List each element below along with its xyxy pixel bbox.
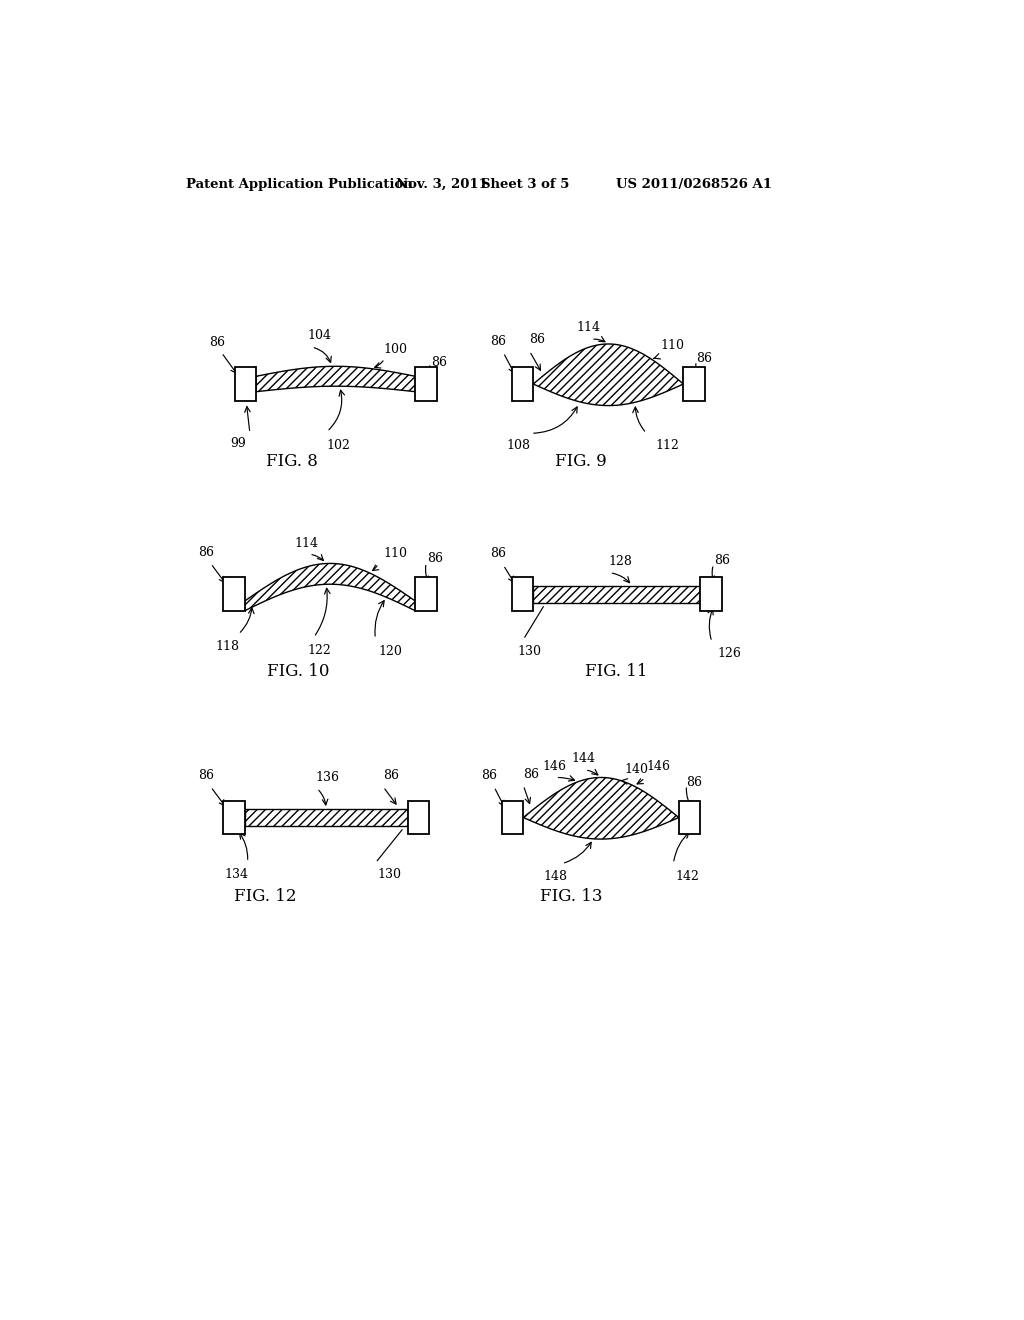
Bar xyxy=(234,367,256,401)
Bar xyxy=(416,577,437,611)
Text: 144: 144 xyxy=(571,752,595,766)
Text: 86: 86 xyxy=(490,548,507,561)
Polygon shape xyxy=(534,586,700,603)
Text: 86: 86 xyxy=(198,770,214,781)
Text: 120: 120 xyxy=(379,645,402,659)
Text: Patent Application Publication: Patent Application Publication xyxy=(186,178,413,190)
Text: 86: 86 xyxy=(523,767,540,780)
Text: 110: 110 xyxy=(660,339,684,352)
Bar xyxy=(223,577,245,611)
Bar xyxy=(683,367,705,401)
Text: 126: 126 xyxy=(717,647,741,660)
Text: 102: 102 xyxy=(327,438,351,451)
Polygon shape xyxy=(245,564,416,611)
Text: 86: 86 xyxy=(209,335,225,348)
Text: Sheet 3 of 5: Sheet 3 of 5 xyxy=(481,178,569,190)
Text: FIG. 11: FIG. 11 xyxy=(585,663,647,680)
Text: 86: 86 xyxy=(696,352,713,366)
Text: 114: 114 xyxy=(294,536,318,549)
Text: 146: 146 xyxy=(646,760,671,774)
Polygon shape xyxy=(245,809,408,826)
Polygon shape xyxy=(256,367,416,392)
Bar xyxy=(512,367,534,401)
Text: 118: 118 xyxy=(216,640,240,652)
Bar xyxy=(700,577,722,611)
Text: 114: 114 xyxy=(577,321,601,334)
Bar xyxy=(679,800,700,834)
Polygon shape xyxy=(534,345,683,405)
Text: Nov. 3, 2011: Nov. 3, 2011 xyxy=(396,178,488,190)
Text: 86: 86 xyxy=(714,554,730,566)
Text: 130: 130 xyxy=(377,869,401,882)
Text: US 2011/0268526 A1: US 2011/0268526 A1 xyxy=(615,178,772,190)
Text: 122: 122 xyxy=(307,644,332,656)
Bar xyxy=(512,577,534,611)
Bar xyxy=(416,367,437,401)
Text: 86: 86 xyxy=(490,335,507,348)
Text: 146: 146 xyxy=(542,760,566,774)
Text: 86: 86 xyxy=(431,356,446,370)
Text: 86: 86 xyxy=(481,770,498,781)
Bar xyxy=(502,800,523,834)
Text: 86: 86 xyxy=(383,770,399,781)
Text: 136: 136 xyxy=(315,771,339,784)
Polygon shape xyxy=(523,777,679,840)
Bar xyxy=(408,800,429,834)
Text: 104: 104 xyxy=(307,329,332,342)
Text: 112: 112 xyxy=(655,438,680,451)
Text: FIG. 8: FIG. 8 xyxy=(266,453,318,470)
Text: 86: 86 xyxy=(529,333,546,346)
Text: 142: 142 xyxy=(676,870,699,883)
Text: FIG. 12: FIG. 12 xyxy=(234,888,297,906)
Text: 100: 100 xyxy=(383,342,408,355)
Text: FIG. 10: FIG. 10 xyxy=(267,663,330,680)
Text: 108: 108 xyxy=(507,438,530,451)
Text: FIG. 13: FIG. 13 xyxy=(540,888,602,906)
Text: 86: 86 xyxy=(686,776,702,788)
Text: 148: 148 xyxy=(544,870,567,883)
Text: 110: 110 xyxy=(383,548,408,561)
Text: 140: 140 xyxy=(625,763,649,776)
Bar xyxy=(223,800,245,834)
Text: FIG. 9: FIG. 9 xyxy=(555,453,607,470)
Text: 86: 86 xyxy=(198,545,214,558)
Text: 128: 128 xyxy=(608,554,632,568)
Text: 134: 134 xyxy=(225,869,249,882)
Text: 130: 130 xyxy=(517,645,541,659)
Text: 86: 86 xyxy=(427,552,443,565)
Text: 99: 99 xyxy=(230,437,246,450)
